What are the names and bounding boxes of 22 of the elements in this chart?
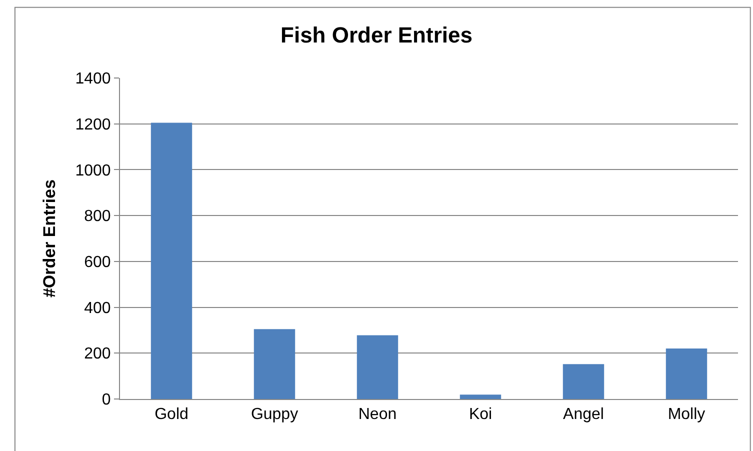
y-tick-label: 1200	[75, 116, 111, 134]
y-tick-label: 200	[84, 346, 111, 363]
y-tick-label: 1000	[75, 162, 111, 180]
x-tick-label: Molly	[668, 406, 706, 424]
y-tick-label: 0	[102, 392, 111, 409]
x-tick-label: Guppy	[250, 406, 298, 424]
bar	[460, 394, 502, 399]
x-tick-label: Gold	[154, 406, 188, 424]
bar	[356, 335, 398, 399]
x-tick-label: Angel	[563, 406, 604, 424]
x-tick-label: Neon	[358, 406, 397, 424]
x-tick-label: Koi	[468, 406, 492, 424]
bar	[254, 329, 296, 399]
chart-title: Fish Order Entries	[280, 22, 472, 48]
bar	[666, 348, 708, 399]
bar	[562, 364, 604, 399]
y-axis-title: #Order Entries	[40, 179, 59, 298]
bar	[150, 122, 192, 399]
y-tick-label: 400	[84, 300, 111, 317]
y-tick-label: 600	[84, 254, 111, 272]
y-tick-label: 800	[84, 208, 111, 226]
y-tick-label: 1400	[75, 70, 111, 88]
